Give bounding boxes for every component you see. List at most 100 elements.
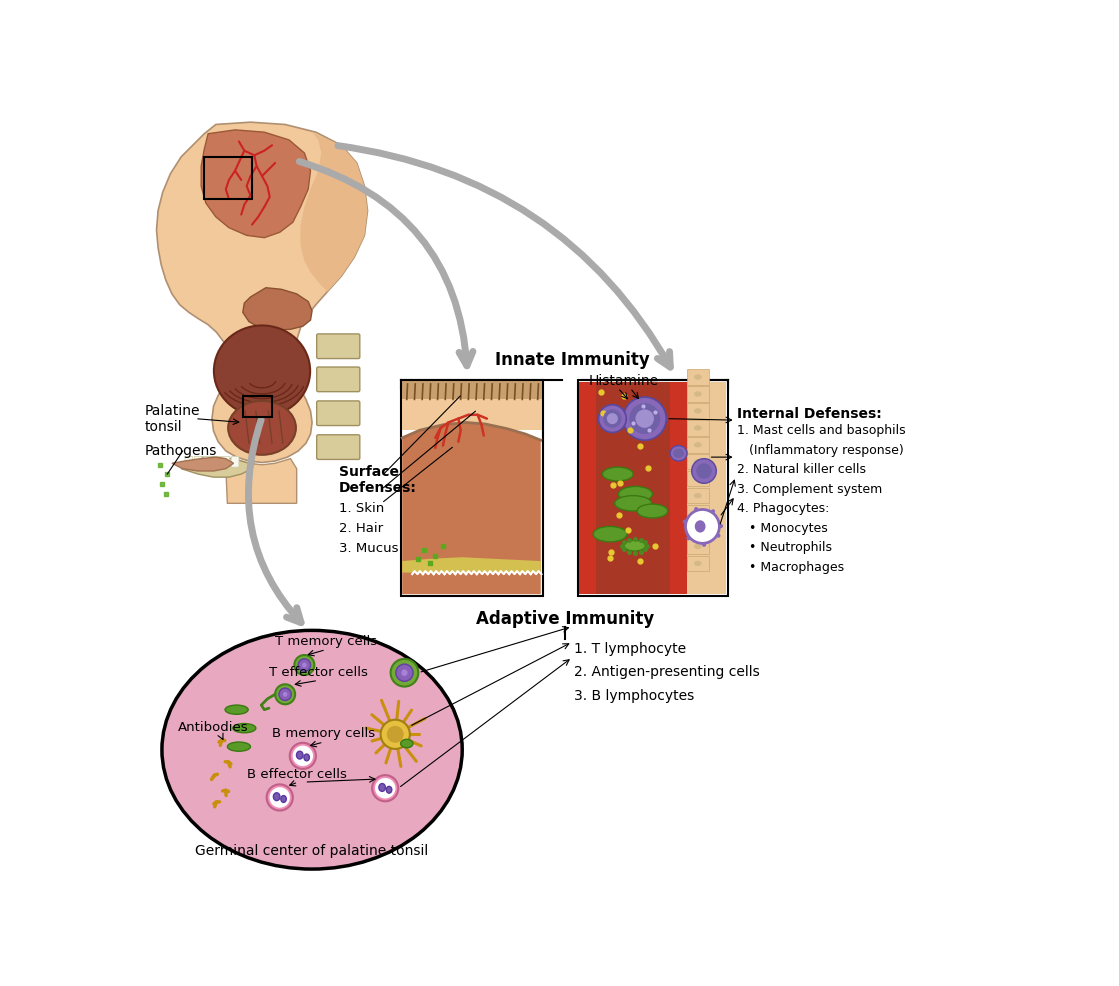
Circle shape <box>603 409 622 428</box>
Ellipse shape <box>281 796 286 803</box>
Circle shape <box>391 659 419 686</box>
Polygon shape <box>243 288 312 330</box>
Circle shape <box>373 775 398 802</box>
Polygon shape <box>181 458 254 477</box>
Circle shape <box>686 510 720 543</box>
Bar <box>687 505 708 521</box>
Ellipse shape <box>386 787 392 793</box>
Bar <box>687 556 708 571</box>
Bar <box>687 370 708 385</box>
Text: 1. Mast cells and basophils
   (Inflammatory response)
2. Natural killer cells
3: 1. Mast cells and basophils (Inflammator… <box>737 424 905 574</box>
Ellipse shape <box>694 375 702 380</box>
Polygon shape <box>402 422 540 595</box>
Ellipse shape <box>694 543 702 549</box>
Ellipse shape <box>402 669 407 676</box>
Ellipse shape <box>401 740 413 747</box>
Ellipse shape <box>619 486 652 502</box>
Polygon shape <box>157 122 367 462</box>
Bar <box>687 522 708 537</box>
Text: 1. T lymphocyte
2. Antigen-presenting cells
3. B lymphocytes: 1. T lymphocyte 2. Antigen-presenting ce… <box>574 642 760 703</box>
Ellipse shape <box>602 467 633 481</box>
Ellipse shape <box>379 784 385 792</box>
Text: Internal Defenses:: Internal Defenses: <box>737 407 882 421</box>
Ellipse shape <box>273 793 280 801</box>
Circle shape <box>636 409 653 428</box>
FancyBboxPatch shape <box>317 367 360 391</box>
Polygon shape <box>172 458 234 471</box>
Circle shape <box>290 742 316 769</box>
Circle shape <box>380 720 410 749</box>
Circle shape <box>266 785 293 810</box>
Ellipse shape <box>214 325 310 416</box>
Bar <box>687 387 708 401</box>
Polygon shape <box>402 557 540 573</box>
Circle shape <box>294 655 314 675</box>
Ellipse shape <box>302 663 307 668</box>
Text: T effector cells: T effector cells <box>269 666 368 679</box>
Ellipse shape <box>695 521 706 532</box>
Text: 1. Skin
2. Hair
3. Mucus: 1. Skin 2. Hair 3. Mucus <box>339 502 398 555</box>
Bar <box>687 471 708 486</box>
Circle shape <box>387 726 404 742</box>
Ellipse shape <box>694 561 702 566</box>
Bar <box>205 157 252 199</box>
Circle shape <box>606 413 618 424</box>
Circle shape <box>623 397 666 440</box>
Bar <box>243 395 272 417</box>
Circle shape <box>270 787 290 808</box>
Text: Palatine
tonsil: Palatine tonsil <box>144 403 199 434</box>
Bar <box>402 381 542 399</box>
FancyBboxPatch shape <box>195 457 201 467</box>
Ellipse shape <box>694 425 702 431</box>
Ellipse shape <box>637 504 668 518</box>
Ellipse shape <box>162 630 462 869</box>
Text: Pathogens: Pathogens <box>144 444 217 458</box>
Text: Germinal center of palatine tonsil: Germinal center of palatine tonsil <box>196 843 429 858</box>
FancyBboxPatch shape <box>185 457 192 467</box>
Ellipse shape <box>694 391 702 396</box>
Bar <box>687 420 708 436</box>
Text: B memory cells: B memory cells <box>272 728 375 740</box>
Bar <box>670 382 687 595</box>
FancyBboxPatch shape <box>222 457 229 467</box>
FancyBboxPatch shape <box>204 457 211 467</box>
Ellipse shape <box>674 449 684 458</box>
Bar <box>687 437 708 453</box>
Bar <box>676 382 726 595</box>
Bar <box>687 403 708 419</box>
Bar <box>687 538 708 554</box>
Circle shape <box>692 458 716 483</box>
Text: Surface
Defenses:: Surface Defenses: <box>339 464 417 495</box>
Ellipse shape <box>304 754 310 761</box>
Ellipse shape <box>283 692 288 697</box>
Bar <box>402 399 542 430</box>
Text: Innate Immunity: Innate Immunity <box>495 351 650 370</box>
Text: B effector cells: B effector cells <box>246 767 347 781</box>
Bar <box>596 382 670 595</box>
Polygon shape <box>226 458 297 503</box>
Circle shape <box>696 463 712 478</box>
Polygon shape <box>301 132 367 292</box>
Text: Histamine: Histamine <box>589 374 659 387</box>
FancyBboxPatch shape <box>232 457 239 467</box>
Ellipse shape <box>297 751 303 759</box>
Bar <box>687 454 708 469</box>
Ellipse shape <box>227 742 251 751</box>
FancyBboxPatch shape <box>213 457 220 467</box>
Circle shape <box>279 688 291 700</box>
FancyBboxPatch shape <box>317 435 360 459</box>
Ellipse shape <box>694 442 702 448</box>
Circle shape <box>629 403 660 434</box>
Ellipse shape <box>228 401 295 455</box>
Bar <box>580 382 596 595</box>
FancyBboxPatch shape <box>317 401 360 426</box>
Circle shape <box>298 659 311 671</box>
Circle shape <box>375 778 395 799</box>
Bar <box>687 488 708 503</box>
Ellipse shape <box>225 705 248 714</box>
Circle shape <box>293 745 313 766</box>
Ellipse shape <box>670 446 687 461</box>
Bar <box>401 381 543 596</box>
Ellipse shape <box>694 459 702 464</box>
Ellipse shape <box>233 724 256 733</box>
